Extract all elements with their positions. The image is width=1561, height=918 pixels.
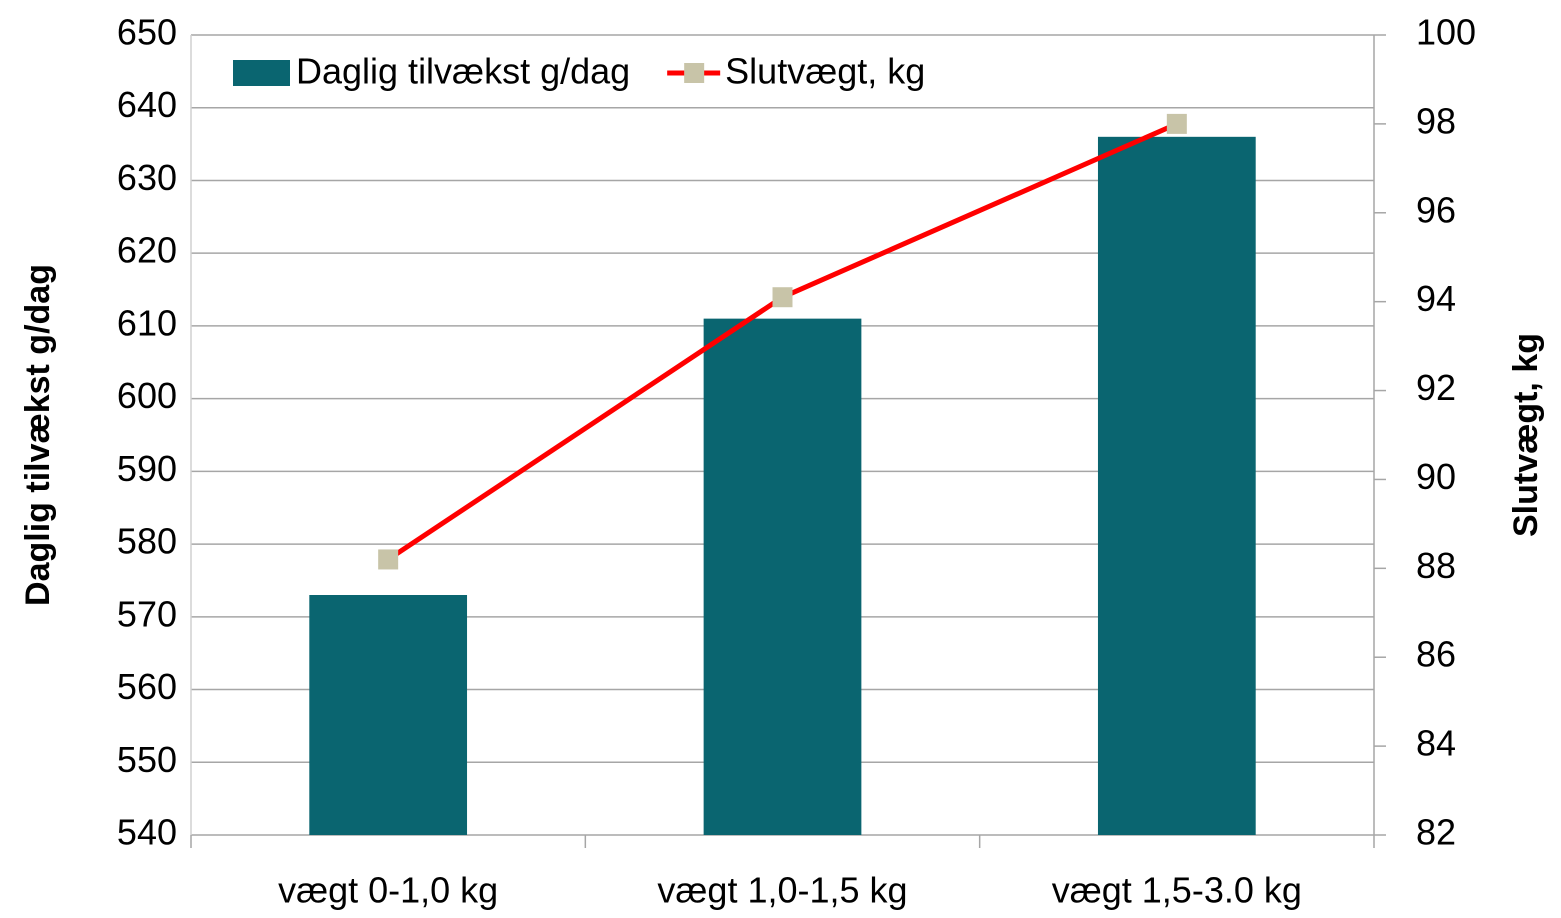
marker bbox=[772, 287, 793, 308]
y-tick-label: 610 bbox=[117, 302, 177, 343]
y2-tick-label: 96 bbox=[1416, 189, 1456, 230]
y-tick-label: 600 bbox=[117, 375, 177, 416]
y-tick-label: 640 bbox=[117, 84, 177, 125]
legend-marker bbox=[684, 63, 705, 83]
legend-label: Daglig tilvækst g/dag bbox=[296, 51, 630, 92]
y2-axis-title: Slutvægt, kg bbox=[1507, 333, 1545, 537]
y2-tick-label: 98 bbox=[1416, 100, 1456, 141]
marker bbox=[378, 549, 399, 570]
x-tick-label: vægt 1,0-1,5 kg bbox=[657, 870, 907, 911]
y-tick-label: 540 bbox=[117, 812, 177, 853]
y2-tick-label: 82 bbox=[1416, 812, 1456, 853]
y2-tick-label: 92 bbox=[1416, 367, 1456, 408]
y2-tick-label: 88 bbox=[1416, 545, 1456, 586]
bar bbox=[703, 318, 862, 835]
y-tick-label: 590 bbox=[117, 448, 177, 489]
y2-tick-label: 84 bbox=[1416, 723, 1456, 764]
bar bbox=[1097, 136, 1256, 835]
y-tick-label: 620 bbox=[117, 230, 177, 271]
y-axis-title: Daglig tilvækst g/dag bbox=[19, 264, 57, 606]
marker bbox=[1166, 113, 1187, 134]
x-tick-label: vægt 1,5-3.0 kg bbox=[1052, 870, 1302, 911]
y2-tick-label: 86 bbox=[1416, 634, 1456, 675]
y-tick-label: 550 bbox=[117, 739, 177, 780]
y2-tick-label: 100 bbox=[1416, 12, 1476, 53]
y-tick-label: 650 bbox=[117, 12, 177, 53]
x-tick-label: vægt 0-1,0 kg bbox=[278, 870, 498, 911]
y2-tick-label: 90 bbox=[1416, 456, 1456, 497]
bar bbox=[309, 595, 468, 835]
legend-swatch bbox=[233, 60, 290, 86]
y-tick-label: 560 bbox=[117, 666, 177, 707]
legend-label: Slutvægt, kg bbox=[725, 51, 925, 92]
y2-tick-label: 94 bbox=[1416, 278, 1456, 319]
y-tick-label: 580 bbox=[117, 521, 177, 562]
y-tick-label: 570 bbox=[117, 593, 177, 634]
y-tick-label: 630 bbox=[117, 157, 177, 198]
